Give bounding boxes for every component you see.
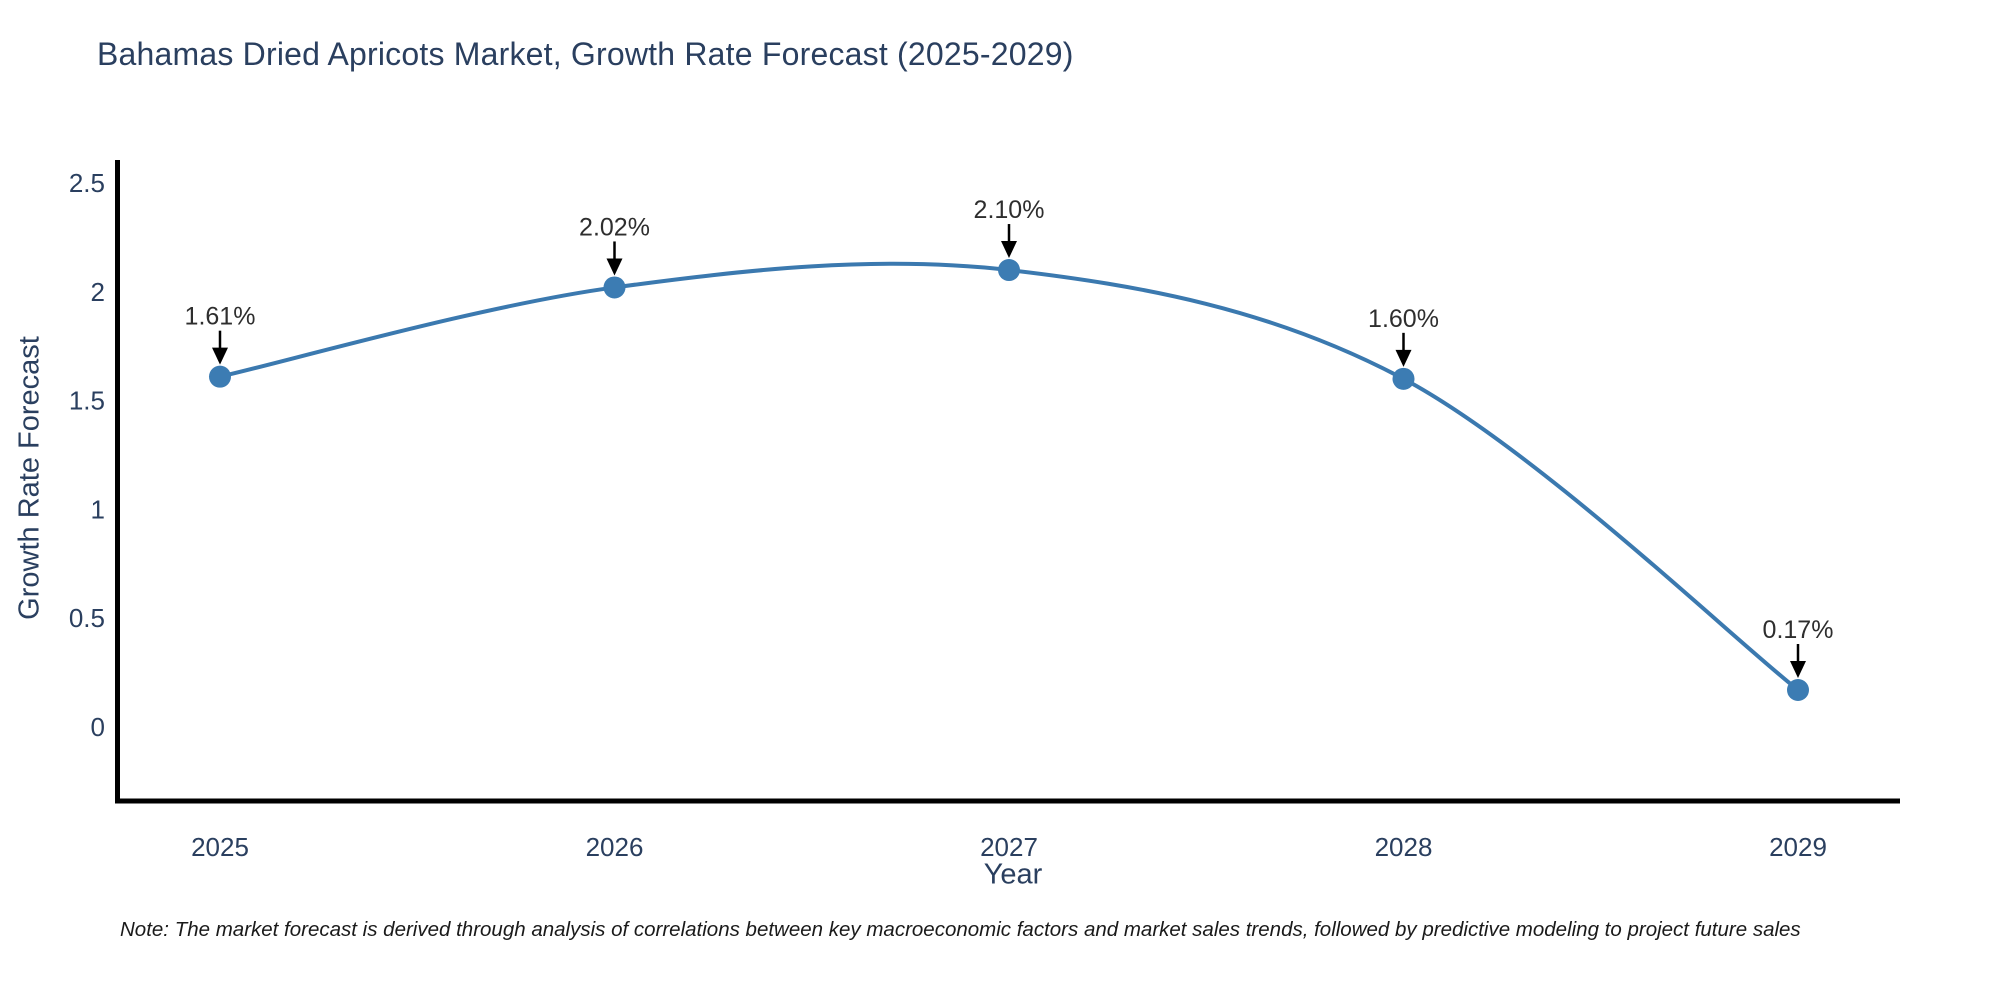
- y-tick-label: 1: [91, 494, 105, 524]
- data-point-2028[interactable]: [1392, 367, 1415, 390]
- annotation-label: 1.60%: [1368, 305, 1439, 333]
- x-tick-label: 2029: [1769, 832, 1827, 862]
- annotation-arrowhead: [1001, 241, 1017, 259]
- x-tick-label: 2025: [191, 832, 249, 862]
- x-tick-label: 2026: [586, 832, 644, 862]
- data-point-2027[interactable]: [998, 259, 1020, 282]
- y-axis-title: Growth Rate Forecast: [13, 336, 46, 620]
- footnote: Note: The market forecast is derived thr…: [120, 918, 1801, 941]
- data-point-2029[interactable]: [1787, 679, 1809, 702]
- forecast-line: [218, 261, 1800, 693]
- x-axis-title: Year: [983, 858, 1043, 891]
- annotation-arrowhead: [1395, 349, 1412, 367]
- annotation-label: 1.61%: [185, 303, 256, 331]
- data-point-2026[interactable]: [603, 276, 626, 299]
- annotation-arrowhead: [212, 347, 228, 365]
- annotation-label: 2.02%: [579, 213, 650, 241]
- y-tick-label: 1.5: [69, 386, 105, 416]
- y-tick-label: 2: [91, 277, 105, 307]
- y-tick-label: 0.5: [69, 603, 105, 633]
- chart-title: Bahamas Dried Apricots Market, Growth Ra…: [97, 36, 1074, 72]
- x-tick-label: 2027: [980, 832, 1038, 862]
- x-tick-label: 2028: [1375, 832, 1433, 862]
- annotation-arrowhead: [606, 258, 623, 276]
- annotation-label: 0.17%: [1763, 616, 1834, 644]
- annotation-arrowhead: [1790, 661, 1806, 679]
- y-tick-label: 2.5: [69, 168, 105, 198]
- data-point-2025[interactable]: [209, 365, 231, 388]
- y-tick-label: 0: [91, 712, 105, 742]
- annotation-label: 2.10%: [974, 196, 1045, 224]
